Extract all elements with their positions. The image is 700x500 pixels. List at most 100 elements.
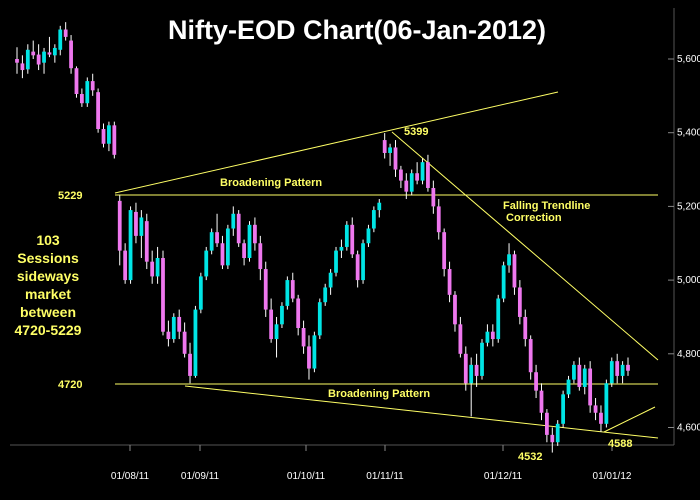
falling-trendline <box>391 131 659 361</box>
candle <box>231 206 236 236</box>
candle-body <box>409 173 414 192</box>
y-tick-label: 4,800.00 <box>677 349 700 360</box>
candle <box>361 239 365 284</box>
candle <box>409 169 414 196</box>
candle-body <box>361 243 365 281</box>
candle-body <box>561 394 566 424</box>
candle-body <box>150 261 155 277</box>
level-5229-label: 5229 <box>58 190 82 202</box>
candle-body <box>382 140 387 153</box>
candle <box>442 228 447 277</box>
candle-body <box>209 232 214 251</box>
candle <box>166 320 171 347</box>
candle <box>107 121 111 152</box>
candle <box>312 331 317 373</box>
candle-body <box>193 309 198 376</box>
candle-body <box>344 224 349 247</box>
candle <box>274 316 279 358</box>
candle-body <box>528 339 533 373</box>
y-tick-label: 5,400.00 <box>677 128 700 139</box>
candle-body <box>496 298 501 340</box>
candle <box>328 269 333 295</box>
candle <box>171 313 176 343</box>
candle <box>285 276 290 310</box>
candle-body <box>155 257 160 277</box>
correction-label: Correction <box>506 212 562 224</box>
candle-body <box>577 364 582 387</box>
candle-body <box>534 372 538 391</box>
candle <box>566 375 571 399</box>
candle <box>577 357 582 391</box>
candle <box>388 143 392 166</box>
candle-body <box>42 51 46 63</box>
candle-body <box>296 298 301 329</box>
candle <box>280 302 284 329</box>
candle-body <box>144 221 149 262</box>
candle-body <box>555 423 560 443</box>
side-note: 103 Sessions sideways market between 472… <box>15 232 82 338</box>
candle <box>436 199 441 240</box>
candle <box>334 246 338 277</box>
candle-body <box>339 246 344 251</box>
candle <box>447 261 452 303</box>
candle-body <box>431 187 436 207</box>
candle <box>144 213 149 270</box>
candle-body <box>393 147 398 170</box>
candle <box>296 294 301 336</box>
candle-body <box>231 213 236 229</box>
candle-body <box>426 162 430 188</box>
candle-body <box>285 280 290 306</box>
candle <box>215 213 219 247</box>
candle <box>85 77 90 107</box>
candle-body <box>539 390 544 413</box>
candle <box>117 195 122 266</box>
candle-body <box>242 243 246 258</box>
candle <box>604 379 609 428</box>
low-4532-label: 4532 <box>518 451 542 463</box>
candle-body <box>517 287 522 317</box>
peak-5399-label: 5399 <box>404 126 428 138</box>
candle-body <box>15 59 19 63</box>
candle-body <box>507 254 511 266</box>
candle-body <box>52 47 57 56</box>
candle <box>204 246 209 281</box>
candle-body <box>317 302 322 336</box>
side-note-line-2: Sessions <box>17 250 79 266</box>
candle-body <box>436 206 441 233</box>
lower-broadening-line <box>184 385 659 439</box>
chart-title: Nifty-EOD Chart(06-Jan-2012) <box>168 15 546 45</box>
candles-group <box>15 22 630 453</box>
candle-body <box>220 243 225 266</box>
candle-body <box>458 324 463 354</box>
candle-body <box>469 364 474 384</box>
candle <box>588 361 593 413</box>
candle <box>339 239 344 258</box>
candle-body <box>123 250 128 281</box>
x-axis-ticks: 01/08/11 01/09/11 01/10/11 01/11/11 01/12/11… <box>111 445 632 482</box>
candle-body <box>615 361 620 376</box>
candle-body <box>274 324 279 340</box>
candle-body <box>480 342 484 376</box>
candle-body <box>609 361 614 384</box>
candle-body <box>139 217 144 236</box>
low-4588-label: 4588 <box>608 438 632 450</box>
candle-body <box>485 331 490 343</box>
candle <box>572 361 576 384</box>
candle-body <box>377 202 382 211</box>
candle-body <box>198 276 203 310</box>
candle <box>323 283 328 306</box>
candle <box>58 25 63 56</box>
candle-body <box>626 364 630 371</box>
candle-body <box>388 147 392 153</box>
candle-body <box>463 353 468 384</box>
candle <box>177 309 182 340</box>
y-axis-ticks: 5,600.00 5,400.00 5,200.00 5,000.00 4,800.00… <box>668 54 700 434</box>
candle <box>79 88 84 107</box>
candle-body <box>58 29 63 50</box>
candle <box>69 35 73 74</box>
y-tick-label: 5,200.00 <box>677 201 700 212</box>
candle <box>96 88 100 133</box>
candle <box>555 420 560 446</box>
